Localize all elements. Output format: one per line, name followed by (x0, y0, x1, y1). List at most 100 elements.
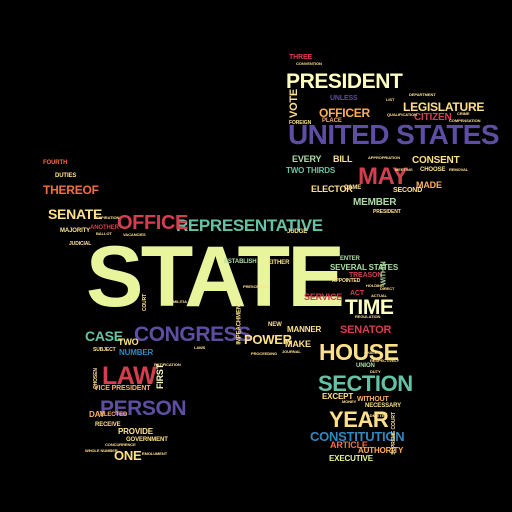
word-vote: VOTE (288, 88, 301, 119)
word-article: ARTICLE (330, 440, 368, 450)
word-union: UNION (356, 363, 375, 369)
word-section: SECTION (318, 371, 413, 396)
word-year: YEAR (329, 407, 389, 432)
word-member: MEMBER (353, 197, 397, 208)
word-either: EITHER (268, 260, 290, 266)
word-supreme-court: SUPREME COURT (390, 412, 397, 455)
word-except: EXCEPT (322, 392, 354, 401)
word-necessary: NECESSARY (365, 403, 402, 409)
word-foreign: FOREIGN (289, 120, 312, 126)
word-congress: CONGRESS (134, 323, 251, 346)
word-second: SECOND (393, 187, 423, 194)
word-militia: MILITIA (173, 299, 187, 304)
word-case: CASE (85, 328, 123, 344)
word-executive: EXECUTIVE (329, 454, 373, 463)
word-laws: LAWS (194, 345, 206, 350)
word-subject: SUBJECT (93, 347, 116, 353)
word-officer: OFFICER (319, 106, 370, 120)
word-department: DEPARTMENT (409, 92, 436, 97)
word-ratification: RATIFICATION (154, 362, 181, 367)
word-day: DAY (89, 410, 105, 419)
word-constitution: CONSTITUTION (310, 429, 405, 444)
word-enter: ENTER (340, 256, 360, 262)
word-time: TIME (345, 296, 394, 319)
word-several-states: SEVERAL STATES (330, 263, 398, 272)
word-regulation: REGULATION (355, 314, 381, 319)
word-citizen: CITIZEN (414, 112, 452, 123)
word-expiration: EXPIRATION (96, 215, 120, 220)
word-present: PRESIDENT (373, 209, 401, 215)
word-make: MAKE (285, 339, 311, 349)
word-crime: CRIME (457, 111, 470, 116)
word-chosen: CHOSEN (92, 368, 99, 389)
word-journal: JOURNAL (282, 349, 301, 354)
word-elector: ELECTOR (311, 184, 353, 194)
word-authority: AUTHORITY (358, 446, 404, 455)
word-judge: JUDGE (287, 229, 308, 235)
word-two-thirds: TWO THIRDS (286, 166, 336, 175)
word-compensation: COMPENSATION (449, 118, 481, 123)
word-place: PLACE (322, 118, 342, 124)
word-president: PRESIDENT (286, 70, 403, 93)
word-majority: MAJORITY (60, 228, 91, 234)
word-may: MAY (358, 163, 408, 190)
word-receive: RECEIVE (95, 422, 121, 428)
word-convention: CONVENTION (296, 61, 322, 66)
word-law: LAW (102, 362, 157, 390)
word-state: STATE (86, 229, 345, 325)
word-appointed: APPOINTED (332, 278, 361, 284)
word-number: NUMBER (119, 348, 154, 357)
word-every: EVERY (292, 154, 322, 164)
word-unless: UNLESS (330, 95, 358, 102)
word-prescribed: PRESCRIBED (243, 284, 269, 289)
word-two: TWO (118, 337, 139, 347)
word-judicial: JUDICIAL (69, 241, 92, 247)
word-list: LIST (386, 97, 395, 102)
word-duty: DUTY (370, 369, 381, 374)
word-consent: CONSENT (412, 155, 460, 166)
word-respectively: RESPECTIVELY (370, 358, 400, 363)
word-duties: DUTIES (55, 173, 77, 179)
word-act: ACT (350, 290, 364, 297)
word-legislature: LEGISLATURE (403, 100, 485, 114)
word-three: THREE (289, 54, 313, 61)
word-person: PERSON (100, 397, 187, 420)
word-thereof: THEREOF (43, 183, 99, 197)
word-vacancies: VACANCIES (123, 232, 146, 237)
word-whole-number: WHOLE NUMBER (85, 448, 118, 453)
word-ballot: BALLOT (96, 231, 112, 236)
word-government: GOVERNMENT (126, 437, 168, 443)
word-manner: MANNER (287, 325, 322, 334)
word-court: COURT (142, 293, 149, 312)
word-direct: DIRECT (380, 286, 395, 291)
word-appropriation: APPROPRIATION (368, 155, 400, 160)
word-choose: CHOOSE (420, 167, 446, 173)
word-establish: ESTABLISH (224, 259, 257, 265)
word-without: WITHOUT (357, 396, 389, 403)
word-senator: SENATOR (340, 324, 392, 336)
word-proceeding: PROCEEDING (251, 351, 278, 356)
word-another: ANOTHER (90, 225, 119, 231)
word-actual: ACTUAL (371, 293, 387, 298)
word-senate: SENATE (48, 206, 103, 222)
word-removal: REMOVAL (449, 167, 469, 172)
word-holding: HOLDING (366, 283, 384, 288)
word-provide: PROVIDE (118, 427, 153, 436)
word-fourth: FOURTH (43, 160, 68, 166)
word-vice-president: VICE PRESIDENT (94, 385, 151, 392)
word-elected: ELECTED (100, 412, 128, 418)
word-shall: SHALL (364, 350, 377, 355)
word-house: HOUSE (319, 339, 399, 365)
word-one: ONE (114, 448, 142, 463)
word-made: MADE (416, 180, 442, 190)
word-within: WITHIN (380, 261, 388, 286)
word-concurrence: CONCURRENCE (105, 442, 136, 447)
word-emolument: EMOLUMENT (142, 451, 168, 456)
word-bill: BILL (333, 154, 353, 164)
word-office: OFFICE (117, 212, 188, 234)
word-money: MONEY (342, 399, 357, 404)
word-qualification: QUALIFICATION (387, 112, 417, 117)
word-power: POWER (244, 332, 292, 347)
word-meeting: MEETING (395, 167, 413, 172)
word-first: FIRST (155, 363, 166, 390)
